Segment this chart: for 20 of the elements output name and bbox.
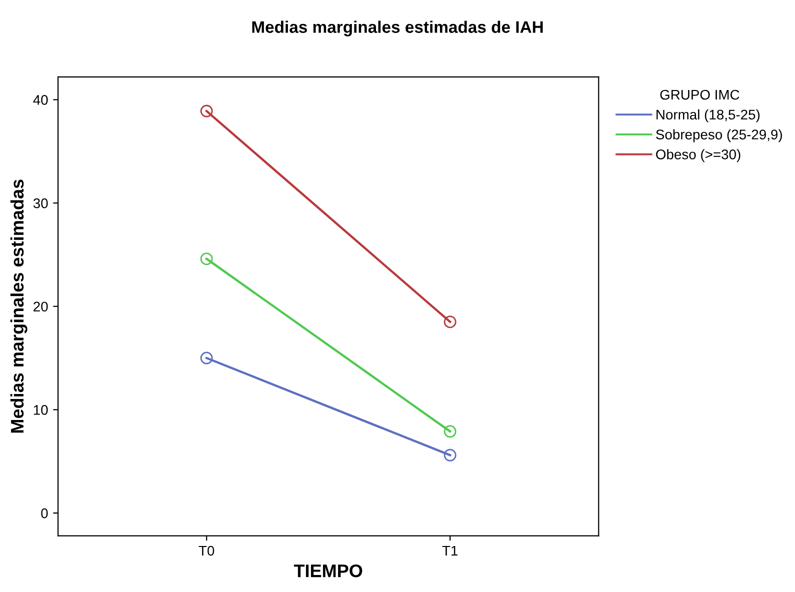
- chart-title: Medias marginales estimadas de IAH: [252, 20, 543, 36]
- point: [200, 352, 213, 364]
- point: [200, 252, 213, 266]
- y-tick-label: 30: [33, 198, 48, 208]
- y-tick-label: 40: [33, 95, 48, 105]
- point: [200, 104, 213, 118]
- x-axis-title: TIEMPO: [294, 564, 362, 578]
- point: [444, 425, 456, 438]
- x-tick-label: T0: [198, 546, 214, 556]
- point: [444, 448, 456, 462]
- y-tick-label: 20: [34, 302, 48, 312]
- x-tick-label: T1: [442, 546, 458, 556]
- y-tick-label: 0: [41, 508, 48, 518]
- y-axis-title: Medias marginales estimadas: [10, 180, 28, 433]
- legend-label: Sobrepeso (25-29,9): [656, 129, 782, 142]
- legend-title: GRUPO IMC: [660, 90, 740, 100]
- legend-label: Obeso (>=30): [656, 149, 740, 162]
- y-tick-label: 10: [34, 405, 48, 415]
- point: [444, 316, 456, 328]
- legend-label: Normal (18,5-25): [656, 109, 760, 122]
